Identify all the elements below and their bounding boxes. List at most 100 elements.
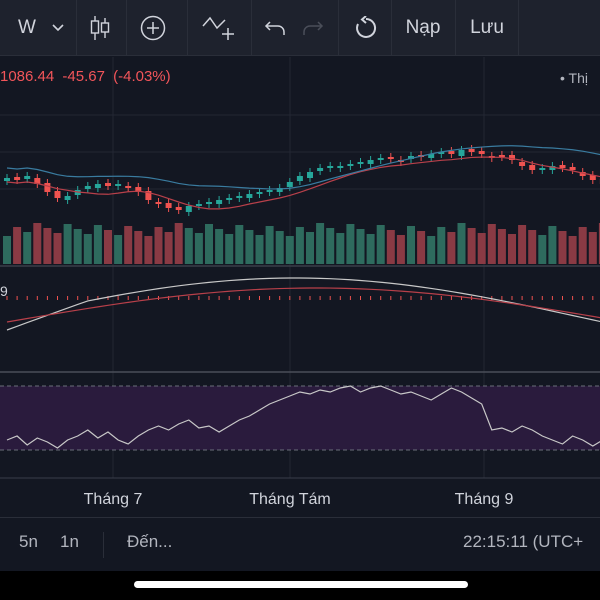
candle-body (317, 168, 324, 171)
macd-line (6, 277, 600, 331)
toolbar-divider (187, 0, 188, 56)
volume-bar (477, 233, 486, 264)
candle-body (357, 162, 364, 164)
candle-body (94, 184, 101, 188)
volume-bar (396, 235, 405, 264)
save-button[interactable]: Lưu (456, 0, 518, 56)
toolbar-divider (518, 0, 519, 56)
volume-bar (235, 225, 244, 264)
candle-body (498, 155, 505, 157)
candle-body (519, 162, 526, 166)
volume-bar (497, 229, 506, 264)
undo-icon[interactable] (260, 0, 290, 56)
volume-bar (144, 236, 153, 264)
interval-label: W (18, 17, 36, 38)
volume-bar (63, 224, 72, 264)
volume-bar (548, 226, 557, 264)
moving-average-slow (6, 145, 600, 190)
chart-canvas[interactable] (0, 57, 600, 515)
volume-bar (33, 223, 42, 264)
plus-circle-icon[interactable] (133, 0, 173, 56)
refresh-icon[interactable] (348, 0, 384, 56)
chart-area[interactable] (0, 57, 600, 515)
volume-bar (73, 229, 82, 264)
volume-bar (538, 235, 547, 264)
volume-bar (437, 227, 446, 264)
range-1n-button[interactable]: 1n (60, 532, 79, 551)
volume-bar (215, 229, 224, 264)
volume-bar (194, 233, 203, 264)
save-label: Lưu (470, 17, 504, 38)
volume-bar (457, 223, 466, 264)
volume-bar (83, 234, 92, 264)
month-label-august: Tháng Tám (249, 491, 331, 508)
home-indicator[interactable] (134, 581, 468, 588)
candle-body (579, 172, 586, 176)
candle-body (14, 177, 21, 180)
candle-body (428, 154, 435, 158)
legend-change: -45.67 (62, 68, 105, 85)
candles-icon[interactable] (80, 0, 120, 56)
volume-bar (275, 231, 284, 264)
moving-average-fast (6, 156, 600, 210)
deposit-button[interactable]: Nạp (392, 0, 454, 56)
interval-selector[interactable]: W (8, 0, 46, 56)
legend-price: 1086.44 (0, 68, 55, 85)
candle-body (135, 187, 142, 192)
candle-body (286, 182, 293, 187)
candle-body (458, 150, 465, 156)
candle-body (175, 207, 182, 210)
bottom-divider (103, 532, 104, 558)
month-label-september: Tháng 9 (454, 491, 514, 508)
volume-bar (13, 227, 22, 264)
volume-bar (598, 223, 600, 264)
volume-bar (316, 223, 325, 264)
volume-bar (326, 228, 335, 264)
volume-bar (23, 232, 32, 264)
candle-body (448, 151, 455, 154)
volume-bar (518, 225, 527, 264)
volume-bar (356, 229, 365, 264)
candle-body (84, 186, 91, 189)
volume-bar (528, 230, 537, 264)
chevron-down-icon[interactable] (46, 0, 70, 56)
volume-bar (225, 234, 234, 264)
candle-body (387, 157, 394, 159)
volume-bar (285, 236, 294, 264)
candle-body (529, 165, 536, 170)
candle-body (54, 191, 61, 198)
volume-bar (407, 226, 415, 264)
toolbar-divider (455, 0, 456, 56)
candle-body (276, 188, 283, 192)
goto-date-button[interactable]: Đến... (127, 532, 173, 551)
visibility-label[interactable]: • Thị (560, 70, 588, 86)
candle-body (195, 204, 202, 206)
volume-bar (205, 224, 213, 264)
candle-body (125, 186, 132, 188)
candle-body (377, 158, 384, 160)
rsi-band (0, 386, 600, 450)
candle-body (155, 202, 162, 204)
indicators-icon[interactable] (196, 0, 240, 56)
volume-bar (578, 227, 587, 264)
redo-icon[interactable] (298, 0, 328, 56)
volume-bar (417, 231, 426, 264)
volume-bar (3, 236, 11, 264)
candle-body (185, 206, 192, 212)
clock-timezone[interactable]: 22:15:11 (UTC+ (463, 532, 584, 551)
volume-bar (588, 232, 597, 264)
bottom-bar: 5n 1n Đến... 22:15:11 (UTC+ (0, 517, 600, 571)
volume-bar (154, 227, 163, 264)
candle-body (559, 165, 566, 168)
volume-bar (376, 225, 385, 264)
toolbar-divider (126, 0, 127, 56)
volume-bar (346, 224, 355, 264)
candle-body (34, 178, 41, 184)
volume-bar (508, 234, 516, 264)
range-5n-button[interactable]: 5n (19, 532, 38, 551)
candle-body (165, 203, 172, 208)
candle-body (509, 155, 515, 160)
volume-bar (487, 224, 496, 264)
volume-bar (245, 230, 254, 264)
deposit-label: Nạp (405, 17, 441, 38)
